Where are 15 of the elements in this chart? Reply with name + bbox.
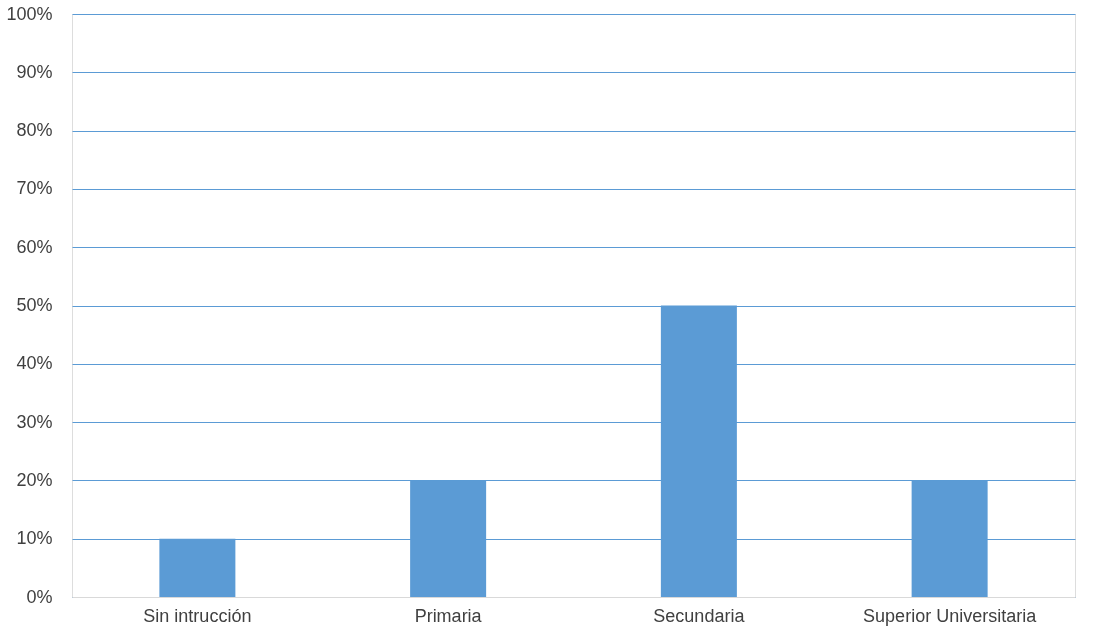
x-tick-label: Superior Universitaria (863, 605, 1038, 626)
x-tick-label: Sin intrucción (143, 605, 252, 626)
y-tick-label: 100% (6, 3, 53, 24)
y-tick-label: 70% (16, 178, 53, 199)
y-tick-label: 80% (16, 120, 53, 141)
y-tick-label: 50% (16, 295, 53, 315)
y-tick-label: 0% (26, 586, 53, 607)
y-tick-label: 20% (16, 469, 53, 490)
x-tick-label: Primaria (414, 605, 483, 626)
y-tick-label: 40% (16, 353, 53, 374)
y-tick-label: 90% (16, 61, 53, 82)
y-tick-label: 60% (16, 236, 53, 257)
y-tick-label: 30% (16, 411, 53, 432)
x-tick-label: Secundaria (653, 605, 746, 626)
y-tick-label: 10% (16, 528, 53, 549)
